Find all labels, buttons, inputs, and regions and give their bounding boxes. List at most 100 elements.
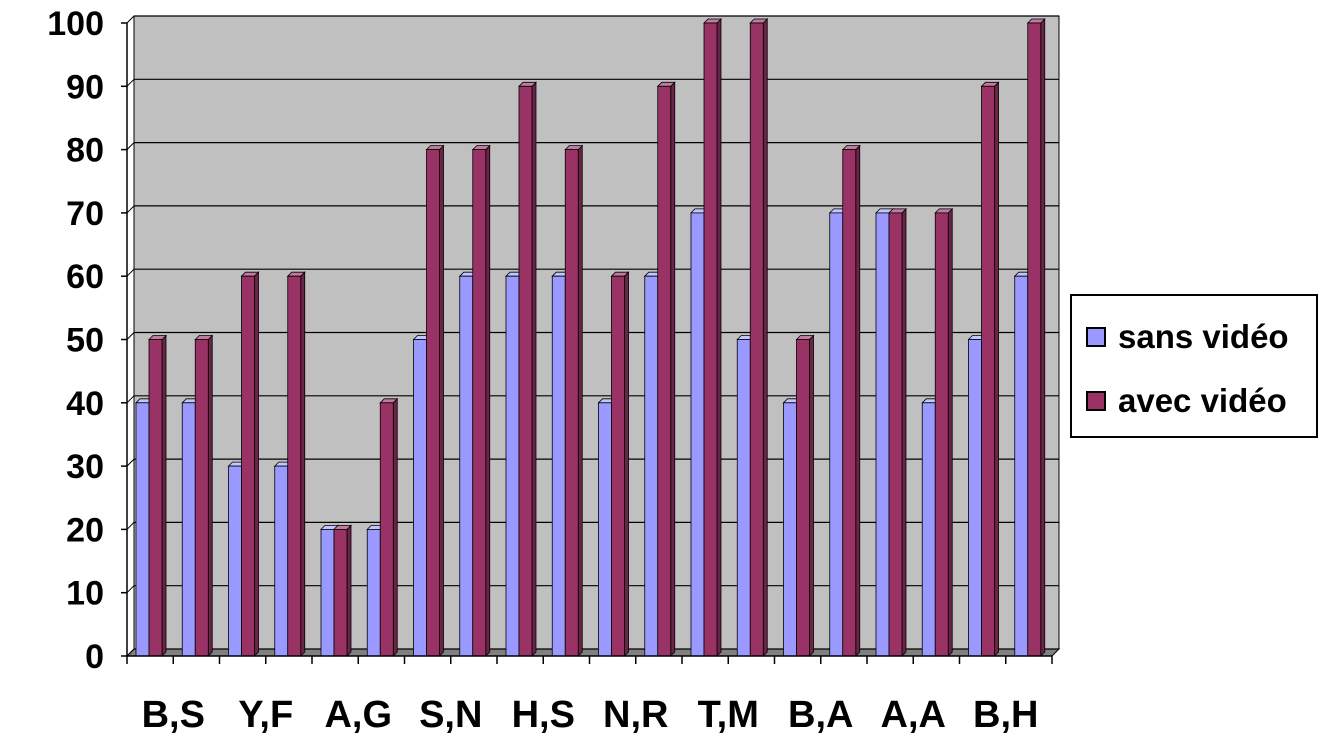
x-category-label-6: T,M [698,694,759,736]
bar-side-s1-12 [717,19,721,656]
bar-s0-11 [645,276,658,656]
plot-floor [127,649,1059,656]
y-tick-label-80: 80 [66,132,104,170]
bar-side-s1-17 [948,209,952,656]
x-category-label-7: B,A [788,694,853,736]
bar-side-s1-18 [995,82,999,656]
y-tick-label-10: 10 [66,575,104,613]
x-category-label-3: S,N [419,694,482,736]
bar-side-s1-8 [532,82,536,656]
gridline-depth-70 [127,206,134,213]
bar-s1-4 [334,529,347,656]
bar-side-s1-15 [856,146,860,656]
bar-s1-15 [843,150,856,656]
y-tick-label-90: 90 [66,68,104,106]
bar-s1-14 [797,340,810,657]
gridline-depth-20 [127,522,134,529]
bar-side-s1-5 [393,399,397,656]
y-tick-label-50: 50 [66,322,104,360]
gridline-depth-10 [127,586,134,593]
bar-s1-6 [427,150,440,656]
y-tick-label-0: 0 [85,638,104,676]
x-category-label-5: N,R [603,694,668,736]
bar-s0-17 [922,403,935,656]
y-tick-label-70: 70 [66,195,104,233]
bar-s0-10 [599,403,612,656]
bar-side-s1-10 [625,272,629,656]
bar-s0-16 [876,213,889,656]
gridline-depth-90 [127,79,134,86]
bar-s0-2 [229,466,242,656]
legend-label-avec-video: avec vidéo [1118,382,1287,420]
y-tick-label-100: 100 [47,5,104,43]
bar-s1-3 [288,276,301,656]
bar-s0-0 [136,403,149,656]
bar-s0-18 [969,340,982,657]
legend-item-sans-video: sans vidéo [1086,318,1289,356]
y-axis-tick-labels: 0 10 20 30 40 50 60 70 80 90 100 [47,5,104,676]
gridline-depth-100 [127,16,134,23]
y-tick-label-20: 20 [66,511,104,549]
x-category-label-8: A,A [881,694,946,736]
bar-s0-19 [1015,276,1028,656]
bar-s1-10 [612,276,625,656]
bar-s1-8 [519,86,532,656]
plot-area [127,16,1059,656]
bar-side-s1-0 [162,336,166,657]
x-category-label-0: B,S [142,694,205,736]
x-axis-tick-labels: B,S Y,F A,G S,N H,S N,R T,M B,A A,A B,H [142,694,1039,736]
bar-side-s1-14 [810,336,814,657]
bar-s0-5 [367,529,380,656]
gridline-depth-30 [127,459,134,466]
y-tick-label-60: 60 [66,258,104,296]
legend-swatch-sans-video [1086,327,1106,347]
legend-label-sans-video: sans vidéo [1118,318,1289,356]
bar-s0-12 [691,213,704,656]
bar-s1-0 [149,340,162,657]
x-category-label-1: Y,F [238,694,293,736]
bar-s0-13 [737,340,750,657]
bar-s0-9 [552,276,565,656]
bar-side-s1-3 [301,272,305,656]
bar-s0-6 [414,340,427,657]
bar-side-s1-13 [763,19,767,656]
bar-s1-18 [982,86,995,656]
bar-side-s1-7 [486,146,490,656]
gridline-depth-50 [127,333,134,340]
bar-side-s1-4 [347,525,351,656]
gridline-depth-40 [127,396,134,403]
bar-s0-14 [784,403,797,656]
bar-s1-11 [658,86,671,656]
bar-s1-2 [242,276,255,656]
bar-side-s1-6 [440,146,444,656]
bar-s1-9 [565,150,578,656]
bar-s0-15 [830,213,843,656]
x-category-label-4: H,S [512,694,575,736]
y-tick-label-40: 40 [66,385,104,423]
bar-s0-1 [182,403,195,656]
bar-side-s1-1 [208,336,212,657]
bar-side-s1-16 [902,209,906,656]
bar-s0-7 [460,276,473,656]
bar-s0-3 [275,466,288,656]
bar-side-s1-2 [255,272,259,656]
bar-s1-19 [1028,23,1041,656]
bar-side-s1-19 [1041,19,1045,656]
bar-s0-4 [321,529,334,656]
bar-s1-17 [935,213,948,656]
bar-s1-7 [473,150,486,656]
bar-s1-12 [704,23,717,656]
legend-item-avec-video: avec vidéo [1086,382,1287,420]
gridline-depth-80 [127,143,134,150]
legend: sans vidéo avec vidéo [1070,294,1318,438]
bar-s0-8 [506,276,519,656]
bar-side-s1-9 [578,146,582,656]
y-tick-label-30: 30 [66,448,104,486]
bar-side-s1-11 [671,82,675,656]
bar-s1-1 [195,340,208,657]
bar-s1-16 [889,213,902,656]
bar-s1-5 [380,403,393,656]
x-category-label-9: B,H [973,694,1038,736]
x-category-label-2: A,G [324,694,392,736]
gridline-depth-60 [127,269,134,276]
